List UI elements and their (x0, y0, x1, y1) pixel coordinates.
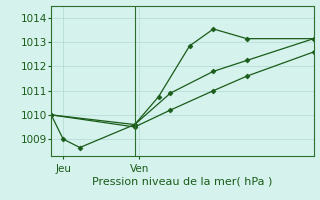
X-axis label: Pression niveau de la mer( hPa ): Pression niveau de la mer( hPa ) (92, 176, 273, 186)
